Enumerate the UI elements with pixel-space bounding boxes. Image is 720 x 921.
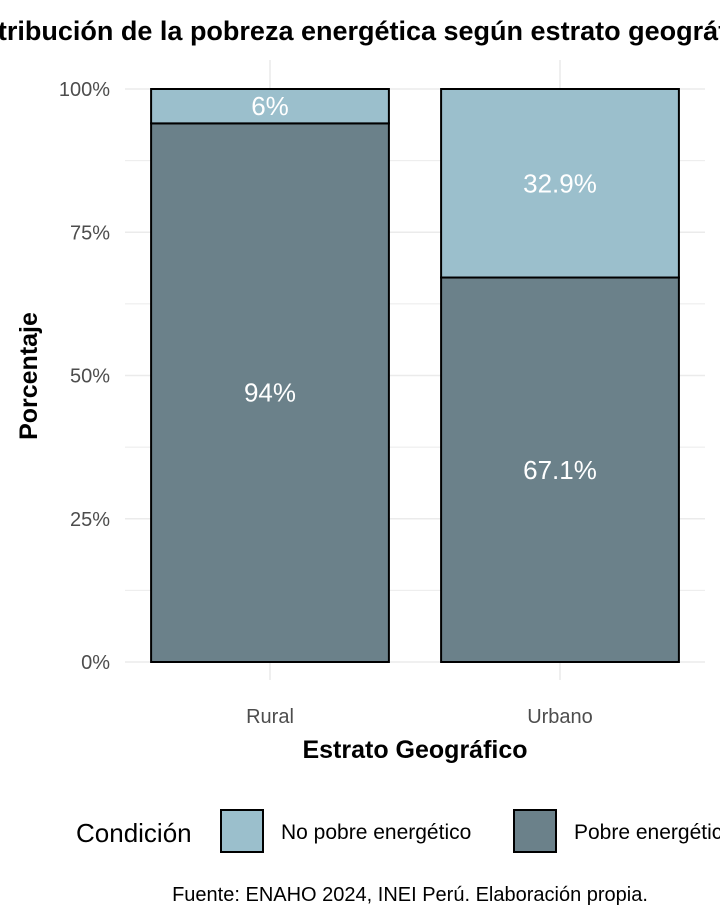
legend-entry-label: No pobre energético bbox=[281, 821, 471, 844]
caption: Fuente: ENAHO 2024, INEI Perú. Elaboraci… bbox=[172, 884, 648, 906]
bars: 94% 6% 67.1% 32.9% bbox=[150, 88, 680, 663]
x-tick-label: Urbano bbox=[527, 706, 593, 728]
bar-segment bbox=[150, 122, 390, 663]
legend-entry-label: Pobre energético bbox=[574, 821, 720, 844]
bar-value-label: 32.9% bbox=[523, 168, 597, 198]
y-tick-label: 100% bbox=[59, 79, 110, 101]
x-tick-label: Rural bbox=[246, 706, 294, 728]
legend: Condición No pobre energético Pobre energ… bbox=[76, 809, 720, 853]
y-axis-title: Porcentaje bbox=[15, 312, 43, 440]
x-axis-ticks: Rural Urbano bbox=[246, 706, 593, 728]
legend-key bbox=[513, 809, 557, 853]
chart-title: Distribución de la pobreza energética se… bbox=[0, 16, 720, 46]
bar-value-label: 67.1% bbox=[523, 455, 597, 485]
y-tick-label: 25% bbox=[70, 509, 110, 531]
bar-value-label: 6% bbox=[251, 91, 289, 121]
y-axis-ticks: 0% 25% 50% 75% 100% bbox=[59, 79, 110, 674]
bar-segment bbox=[440, 88, 680, 279]
bar-segment bbox=[440, 276, 680, 663]
legend-title: Condición bbox=[76, 818, 192, 848]
y-tick-label: 50% bbox=[70, 366, 110, 388]
bar-value-label: 94% bbox=[244, 378, 296, 408]
y-tick-label: 75% bbox=[70, 222, 110, 244]
y-tick-label: 0% bbox=[81, 652, 110, 674]
x-axis-title: Estrato Geográfico bbox=[302, 736, 527, 764]
bar-segment bbox=[150, 88, 390, 125]
legend-key bbox=[220, 809, 264, 853]
